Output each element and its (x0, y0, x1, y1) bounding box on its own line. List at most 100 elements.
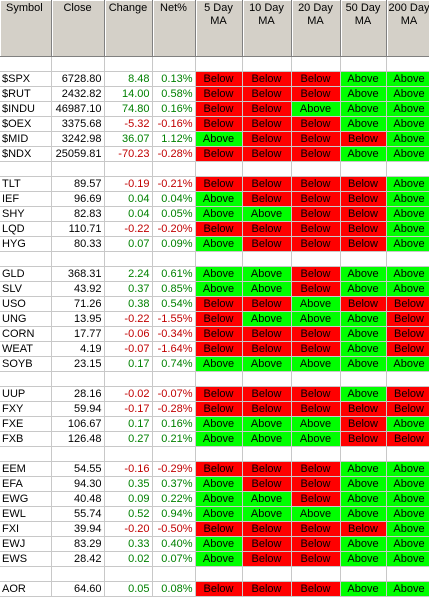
cell-ma-5[interactable]: Below (195, 341, 243, 357)
cell-close[interactable]: 28.16 (51, 386, 105, 402)
cell-change[interactable]: 0.04 (104, 206, 153, 222)
cell-ma-200[interactable]: Above (386, 521, 429, 537)
table-row[interactable]: HYG 80.33 0.07 0.09% Above Below Below Below Abo… (0, 236, 429, 252)
cell-change[interactable]: 2.24 (104, 266, 153, 282)
cell-change[interactable]: -0.19 (104, 176, 153, 192)
cell-ma-200[interactable]: Above (386, 101, 429, 117)
cell-ma-5[interactable]: Below (195, 176, 243, 192)
cell-symbol[interactable]: $INDU (0, 101, 52, 117)
table-row[interactable]: EWS 28.42 0.02 0.07% Above Below Below Above Abo… (0, 551, 429, 567)
cell-net-percent[interactable]: 0.08% (152, 581, 196, 597)
cell-ma-20[interactable]: Above (291, 356, 341, 372)
cell-ma-50[interactable]: Below (340, 236, 387, 252)
table-row[interactable]: AOR 64.60 0.05 0.08% Below Below Below Above Abo… (0, 581, 429, 597)
cell-change[interactable]: 0.27 (104, 431, 153, 447)
cell-close[interactable]: 71.26 (51, 296, 105, 312)
cell-close[interactable]: 82.83 (51, 206, 105, 222)
cell-change[interactable]: 0.17 (104, 356, 153, 372)
cell-ma-20[interactable]: Below (291, 71, 341, 87)
cell-ma-10[interactable]: Below (242, 146, 292, 162)
cell-symbol[interactable]: CORN (0, 326, 52, 342)
cell-close[interactable]: 55.74 (51, 506, 105, 522)
cell-symbol[interactable]: $OEX (0, 116, 52, 132)
cell-change[interactable]: -0.16 (104, 461, 153, 477)
cell-change[interactable]: -0.06 (104, 326, 153, 342)
cell-change[interactable]: 8.48 (104, 71, 153, 87)
cell-net-percent[interactable]: -0.07% (152, 386, 196, 402)
cell-ma-20[interactable]: Below (291, 191, 341, 207)
cell-ma-50[interactable]: Above (340, 311, 387, 327)
cell-symbol[interactable]: FXY (0, 401, 52, 417)
cell-ma-200[interactable]: Above (386, 266, 429, 282)
cell-ma-10[interactable]: Below (242, 386, 292, 402)
cell-net-percent[interactable]: 0.21% (152, 431, 196, 447)
cell-ma-200[interactable]: Above (386, 221, 429, 237)
cell-ma-20[interactable]: Below (291, 476, 341, 492)
cell-ma-5[interactable]: Below (195, 71, 243, 87)
cell-net-percent[interactable]: 0.58% (152, 86, 196, 102)
cell-ma-20[interactable]: Below (291, 266, 341, 282)
table-row[interactable]: FXB 126.48 0.27 0.21% Above Above Above Below Be… (0, 431, 429, 447)
header-50-day-ma[interactable]: 50 Day MA (340, 0, 387, 57)
cell-net-percent[interactable]: -0.16% (152, 116, 196, 132)
cell-ma-200[interactable]: Below (386, 296, 429, 312)
cell-ma-10[interactable]: Above (242, 506, 292, 522)
cell-net-percent[interactable]: 0.13% (152, 71, 196, 87)
cell-ma-200[interactable]: Below (386, 401, 429, 417)
cell-ma-10[interactable]: Below (242, 521, 292, 537)
table-row[interactable]: EEM 54.55 -0.16 -0.29% Below Below Below Above A… (0, 461, 429, 477)
cell-change[interactable]: -0.20 (104, 521, 153, 537)
cell-net-percent[interactable]: -0.29% (152, 461, 196, 477)
cell-close[interactable]: 110.71 (51, 221, 105, 237)
cell-ma-50[interactable]: Above (340, 326, 387, 342)
cell-ma-50[interactable]: Above (340, 266, 387, 282)
cell-change[interactable]: -0.22 (104, 221, 153, 237)
cell-ma-10[interactable]: Below (242, 86, 292, 102)
cell-net-percent[interactable]: -0.21% (152, 176, 196, 192)
cell-net-percent[interactable]: 0.16% (152, 416, 196, 432)
cell-change[interactable]: 0.17 (104, 416, 153, 432)
cell-ma-20[interactable]: Below (291, 461, 341, 477)
cell-ma-10[interactable]: Below (242, 581, 292, 597)
cell-ma-200[interactable]: Above (386, 176, 429, 192)
cell-change[interactable]: 0.04 (104, 191, 153, 207)
cell-ma-20[interactable]: Below (291, 491, 341, 507)
cell-ma-20[interactable]: Below (291, 551, 341, 567)
table-row[interactable]: $MID 3242.98 36.07 1.12% Above Below Below Belo… (0, 131, 429, 147)
table-row[interactable]: IEF 96.69 0.04 0.04% Above Below Below Below Abo… (0, 191, 429, 207)
cell-close[interactable]: 28.42 (51, 551, 105, 567)
cell-close[interactable]: 25059.81 (51, 146, 105, 162)
table-row[interactable]: FXE 106.67 0.17 0.16% Above Above Above Below Ab… (0, 416, 429, 432)
cell-close[interactable]: 89.57 (51, 176, 105, 192)
cell-close[interactable]: 368.31 (51, 266, 105, 282)
cell-close[interactable]: 94.30 (51, 476, 105, 492)
cell-symbol[interactable]: TLT (0, 176, 52, 192)
cell-symbol[interactable]: SLV (0, 281, 52, 297)
cell-ma-5[interactable]: Above (195, 356, 243, 372)
cell-net-percent[interactable]: -0.34% (152, 326, 196, 342)
cell-ma-10[interactable]: Below (242, 341, 292, 357)
cell-close[interactable]: 4.19 (51, 341, 105, 357)
cell-ma-5[interactable]: Above (195, 281, 243, 297)
cell-ma-20[interactable]: Below (291, 581, 341, 597)
cell-ma-10[interactable]: Below (242, 326, 292, 342)
cell-symbol[interactable]: EWJ (0, 536, 52, 552)
header-symbol[interactable]: Symbol (0, 0, 52, 57)
cell-symbol[interactable]: EFA (0, 476, 52, 492)
cell-close[interactable]: 13.95 (51, 311, 105, 327)
cell-change[interactable]: -0.07 (104, 341, 153, 357)
cell-ma-20[interactable]: Above (291, 506, 341, 522)
cell-net-percent[interactable]: 0.07% (152, 551, 196, 567)
cell-change[interactable]: 0.09 (104, 491, 153, 507)
cell-ma-20[interactable]: Below (291, 236, 341, 252)
cell-change[interactable]: 0.33 (104, 536, 153, 552)
table-row[interactable]: EWL 55.74 0.52 0.94% Above Above Above Above Abo… (0, 506, 429, 522)
cell-ma-50[interactable]: Above (340, 491, 387, 507)
cell-symbol[interactable]: FXB (0, 431, 52, 447)
cell-ma-50[interactable]: Above (340, 116, 387, 132)
cell-net-percent[interactable]: 0.85% (152, 281, 196, 297)
cell-ma-5[interactable]: Above (195, 266, 243, 282)
cell-ma-50[interactable]: Above (340, 71, 387, 87)
table-row[interactable]: UNG 13.95 -0.22 -1.55% Below Above Above Above B… (0, 311, 429, 327)
cell-ma-20[interactable]: Below (291, 401, 341, 417)
